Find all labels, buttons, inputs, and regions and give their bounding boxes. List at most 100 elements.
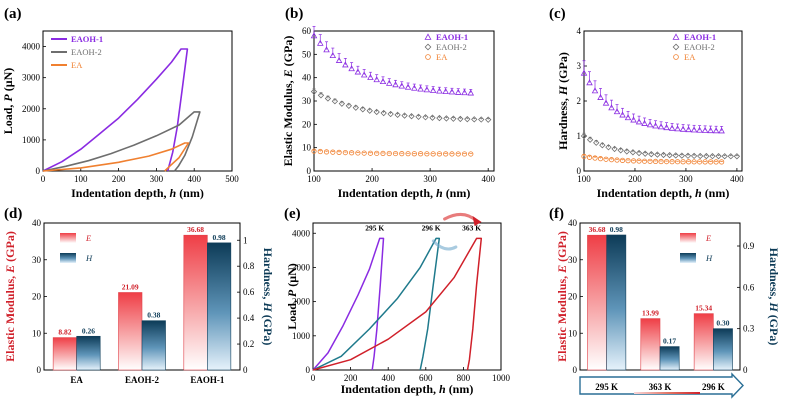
data-point-eaoh-1: [436, 87, 443, 94]
panel-label-c: (c): [549, 6, 566, 22]
data-point-eaoh-2: [648, 151, 655, 158]
x-tick-label: 300: [423, 174, 437, 184]
data-point-eaoh-2: [629, 149, 637, 156]
series-line-eaoh-2: [42, 111, 201, 172]
legend-entry-b: EA: [436, 52, 448, 62]
data-point-eaoh-2: [678, 152, 686, 159]
x-tick-label: 0: [41, 174, 46, 184]
x-tick-label: 100: [577, 174, 591, 184]
bar-E-0: [587, 234, 607, 371]
legend-marker: [673, 54, 679, 60]
data-point-ea: [603, 156, 609, 162]
data-point-ea: [411, 151, 417, 157]
data-label-H: 0.26: [82, 326, 95, 335]
data-point-eaoh-1: [586, 79, 593, 86]
x-tick-label: 500: [225, 174, 239, 184]
y-tick-label: 2000: [292, 297, 311, 307]
bar-E-1: [118, 292, 143, 371]
x-tick-label: 400: [481, 174, 495, 184]
data-point-eaoh-1: [602, 99, 610, 106]
data-point-ea: [361, 150, 367, 156]
plot-frame: [583, 30, 743, 172]
y-axis-title-b: Elastic Modulus, E (GPa): [281, 36, 295, 167]
data-point-ea: [336, 149, 342, 155]
data-point-eaoh-1: [701, 126, 709, 133]
y-tick-label: 30: [568, 255, 578, 265]
data-point-ea: [625, 158, 631, 164]
panel-label-e: (e): [284, 206, 301, 222]
data-point-eaoh-1: [696, 126, 703, 133]
data-label-E: 36.68: [187, 225, 204, 234]
y-right-tick-label: 1: [243, 235, 248, 245]
x-tick-label: 1000: [492, 373, 511, 383]
panel-label-b: (b): [285, 6, 303, 22]
data-point-eaoh-1: [454, 88, 462, 95]
legend-entry-H: H: [85, 253, 93, 263]
data-label-E: 21.09: [122, 282, 139, 291]
temperature-label: 295 K: [595, 382, 618, 392]
temperature-label: 296 K: [702, 382, 725, 392]
series-line-296-k: [312, 237, 441, 371]
legend-entry-c: EAOH-1: [684, 32, 716, 42]
data-point-ea: [461, 151, 468, 157]
y-tick-label: 30: [302, 96, 312, 106]
y-tick-label: 40: [302, 73, 312, 83]
x-tick-label: 0: [311, 373, 316, 383]
plot-frame: [313, 30, 495, 172]
legend-entry-a: EAOH-1: [71, 34, 103, 44]
category-label: EAOH-2: [125, 375, 160, 385]
x-axis-title-b: Indentation depth, h (nm): [338, 186, 471, 200]
data-point-eaoh-2: [654, 151, 661, 158]
data-point-eaoh-2: [733, 153, 741, 160]
y-right-tick-label: 0: [743, 365, 748, 375]
data-point-eaoh-2: [635, 149, 643, 157]
data-point-eaoh-2: [464, 115, 471, 123]
data-point-eaoh-1: [342, 61, 349, 68]
y-right-tick-label: 0.6: [243, 287, 255, 297]
y-right-tick-label: 0.2: [243, 339, 254, 349]
y-axis-title-right-f: Hardness, H (GPa): [767, 248, 781, 346]
x-tick-label: 300: [150, 174, 164, 184]
data-point-eaoh-1: [597, 93, 604, 100]
data-label-E: 15.34: [695, 304, 712, 313]
data-point-eaoh-1: [417, 85, 424, 92]
category-label: EA: [70, 375, 83, 385]
bar-H-2: [207, 242, 232, 371]
y-tick-label: 0: [577, 166, 582, 176]
y-tick-label: 10: [302, 143, 312, 153]
data-point-eaoh-2: [666, 152, 673, 159]
data-point-ea: [405, 151, 411, 157]
data-point-eaoh-2: [457, 115, 464, 123]
data-point-eaoh-2: [684, 152, 692, 159]
y-tick-label: 20: [32, 292, 42, 302]
data-point-ea: [597, 156, 604, 162]
data-point-eaoh-2: [429, 114, 436, 121]
data-point-eaoh-2: [721, 153, 728, 160]
data-point-eaoh-1: [668, 124, 676, 131]
legend-swatch-E: [680, 233, 696, 243]
y-tick-label: 1000: [22, 135, 41, 145]
category-label: EAOH-1: [190, 375, 225, 385]
data-point-eaoh-2: [703, 152, 710, 160]
y-right-tick-label: 0.8: [243, 261, 255, 271]
y-tick-label: 30: [32, 255, 42, 265]
data-point-eaoh-1: [404, 83, 412, 90]
data-point-ea: [691, 159, 697, 165]
y-tick-label: 20: [568, 292, 578, 302]
legend-swatch-E: [60, 233, 76, 243]
data-point-eaoh-1: [712, 127, 720, 134]
y-tick-label: 4000: [292, 228, 311, 238]
y-axis-title-c: Hardness, H (GPa): [556, 52, 570, 150]
legend-marker: [425, 54, 431, 60]
data-point-ea: [581, 153, 587, 159]
panel-label-d: (d): [4, 206, 22, 222]
legend-entry-a: EAOH-2: [71, 47, 102, 57]
data-label-H: 0.98: [213, 233, 226, 242]
data-point-ea: [349, 150, 355, 156]
data-label-H: 0.38: [147, 311, 160, 320]
x-tick-label: 100: [307, 174, 321, 184]
data-point-ea: [636, 158, 642, 164]
data-point-eaoh-1: [354, 68, 362, 75]
data-point-ea: [696, 159, 703, 165]
data-point-eaoh-1: [663, 124, 670, 131]
